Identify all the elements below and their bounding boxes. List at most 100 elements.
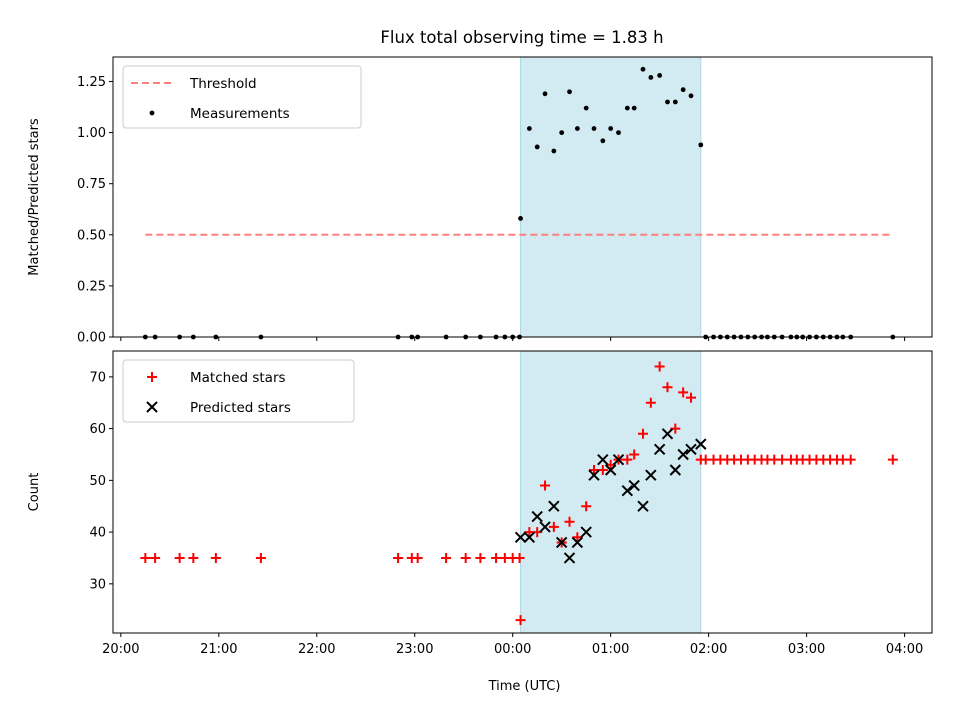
data-point	[574, 126, 580, 131]
x-axis-label: Time (UTC)	[488, 679, 561, 694]
data-point	[657, 72, 663, 78]
data-point	[583, 105, 589, 111]
data-point	[526, 126, 532, 131]
data-point	[567, 89, 572, 95]
data-point	[140, 552, 151, 563]
data-point	[672, 99, 678, 105]
data-point	[616, 130, 621, 136]
data-point	[645, 397, 656, 408]
data-point	[518, 216, 523, 221]
data-point	[255, 552, 266, 563]
x-tick-label: 21:00	[200, 642, 237, 657]
x-tick-label: 00:00	[494, 642, 531, 657]
y-tick-label: 60	[89, 422, 106, 437]
y-tick-label: 0.25	[77, 279, 106, 294]
legend: Threshold Measurements	[122, 65, 362, 129]
legend-label: Predicted stars	[190, 400, 291, 416]
data-point	[653, 443, 666, 456]
x-tick-label: 01:00	[592, 642, 629, 657]
data-point	[581, 501, 592, 512]
observing-span	[520, 56, 702, 338]
data-point	[688, 93, 694, 99]
data-point	[188, 552, 199, 563]
data-point	[685, 443, 697, 456]
data-point	[612, 453, 625, 466]
y-tick-label: 0.75	[77, 177, 106, 192]
data-point	[698, 142, 704, 148]
data-point	[680, 87, 686, 93]
data-point	[564, 516, 575, 527]
data-point	[491, 552, 502, 563]
data-point	[589, 465, 600, 476]
data-point	[572, 532, 583, 543]
data-point	[540, 480, 551, 491]
data-point	[845, 454, 856, 465]
data-point	[539, 521, 551, 533]
data-point	[677, 448, 689, 461]
data-point	[542, 91, 548, 97]
x-tick-label: 23:00	[396, 642, 433, 657]
y-tick-label: 50	[89, 474, 106, 489]
data-point	[645, 469, 657, 481]
data-point	[661, 428, 674, 440]
x-tick-label: 04:00	[886, 642, 923, 657]
data-point	[678, 387, 689, 398]
legend-label: Matched stars	[190, 370, 286, 386]
data-point	[695, 438, 707, 450]
predicted-stars-series	[514, 428, 707, 564]
data-point	[551, 148, 557, 154]
y-tick-label: 0.50	[77, 228, 106, 243]
legend-label: Measurements	[190, 106, 290, 122]
data-point	[559, 130, 565, 136]
data-point	[514, 552, 525, 563]
chart-title: Flux total observing time = 1.83 h	[380, 28, 663, 47]
data-point	[608, 126, 614, 131]
legend-box	[122, 359, 355, 423]
data-point	[588, 469, 600, 481]
data-point	[629, 449, 640, 460]
observing-span	[520, 350, 702, 634]
bottom-panel: 30 40 50 60 70 20:00 21:00 22:00 23:00 00:00 01:00…	[27, 350, 933, 694]
data-point	[597, 465, 608, 476]
data-point	[571, 536, 584, 549]
legend-measurements-swatch	[149, 110, 155, 116]
y-tick-label: 70	[89, 370, 106, 385]
data-point	[604, 464, 617, 476]
data-point	[665, 99, 670, 105]
data-point	[777, 454, 788, 465]
data-point	[210, 552, 221, 563]
data-point	[531, 510, 543, 523]
data-point	[555, 536, 568, 549]
legend-box	[122, 65, 362, 129]
y-tick-label: 0.00	[77, 331, 106, 346]
legend-matched-swatch	[147, 372, 157, 382]
data-point	[591, 126, 597, 131]
data-point	[580, 526, 592, 538]
data-point	[548, 521, 559, 532]
data-point	[597, 453, 609, 466]
x-tick-label: 02:00	[690, 642, 727, 657]
y-axis-label: Matched/Predicted stars	[27, 118, 42, 276]
data-point	[621, 484, 634, 497]
data-point	[887, 454, 898, 465]
data-point	[460, 552, 471, 563]
legend-label: Threshold	[189, 76, 257, 92]
data-point	[640, 66, 646, 72]
data-point	[648, 75, 654, 80]
data-point	[515, 615, 526, 626]
x-tick-label: 22:00	[298, 642, 335, 657]
y-axis-label: Count	[27, 473, 42, 512]
data-point	[548, 500, 560, 512]
data-point	[662, 382, 673, 393]
x-tick-label: 20:00	[102, 642, 139, 657]
data-point	[686, 392, 697, 403]
y-tick-label: 30	[89, 577, 106, 592]
y-tick-label: 40	[89, 526, 106, 541]
y-tick-label: 1.25	[77, 75, 106, 90]
data-point	[393, 552, 404, 563]
data-point	[669, 464, 682, 476]
x-tick-label: 03:00	[788, 642, 825, 657]
data-point	[412, 552, 423, 563]
data-point	[441, 552, 452, 563]
